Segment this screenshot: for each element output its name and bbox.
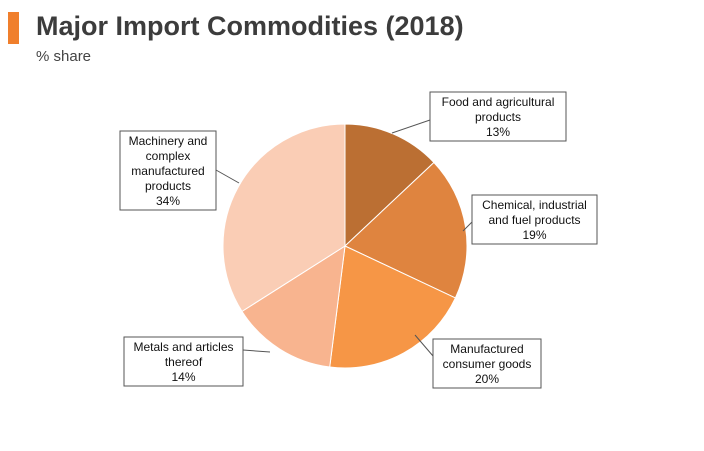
label-box bbox=[119, 130, 217, 211]
chart-title: Major Import Commodities (2018) bbox=[36, 11, 464, 41]
chart-subtitle: % share bbox=[36, 48, 92, 65]
slice-label-text: consumer goods bbox=[443, 357, 532, 371]
pie-slice-5 bbox=[222, 123, 346, 313]
slice-label-text: manufactured bbox=[131, 164, 204, 178]
label-box bbox=[471, 194, 598, 245]
slice-label-5: Machinery andcomplexmanufacturedproducts… bbox=[119, 130, 240, 211]
pie-slice-3 bbox=[329, 245, 457, 369]
slice-label-text: products bbox=[145, 179, 191, 193]
slice-label-text: Food and agricultural bbox=[442, 95, 555, 109]
leader-line bbox=[391, 119, 431, 134]
pie-slices bbox=[222, 123, 468, 369]
pie-slice-4 bbox=[241, 245, 346, 368]
slice-label-text: Metals and articles bbox=[133, 340, 233, 354]
slice-label-text: Machinery and bbox=[129, 134, 208, 148]
slice-label-text: Manufactured bbox=[450, 342, 523, 356]
slice-label-text: and fuel products bbox=[488, 213, 580, 227]
leader-line bbox=[242, 349, 271, 353]
label-box bbox=[432, 338, 542, 389]
title-accent-bar bbox=[8, 12, 19, 44]
label-box bbox=[429, 91, 567, 142]
slice-label-text: complex bbox=[146, 149, 191, 163]
slice-percent-label: 13% bbox=[486, 125, 510, 139]
slice-label-text: Chemical, industrial bbox=[482, 198, 587, 212]
pie-slice-2 bbox=[344, 161, 468, 299]
label-box bbox=[123, 336, 244, 387]
slice-label-text: thereof bbox=[165, 355, 203, 369]
leader-line bbox=[462, 221, 473, 232]
leader-line bbox=[414, 334, 434, 357]
slice-percent-label: 14% bbox=[171, 370, 195, 384]
slice-percent-label: 20% bbox=[475, 372, 499, 386]
slice-label-text: products bbox=[475, 110, 521, 124]
slice-percent-label: 19% bbox=[522, 228, 546, 242]
leader-line bbox=[215, 169, 240, 184]
slice-percent-label: 34% bbox=[156, 194, 180, 208]
pie-slice-1 bbox=[344, 123, 435, 248]
